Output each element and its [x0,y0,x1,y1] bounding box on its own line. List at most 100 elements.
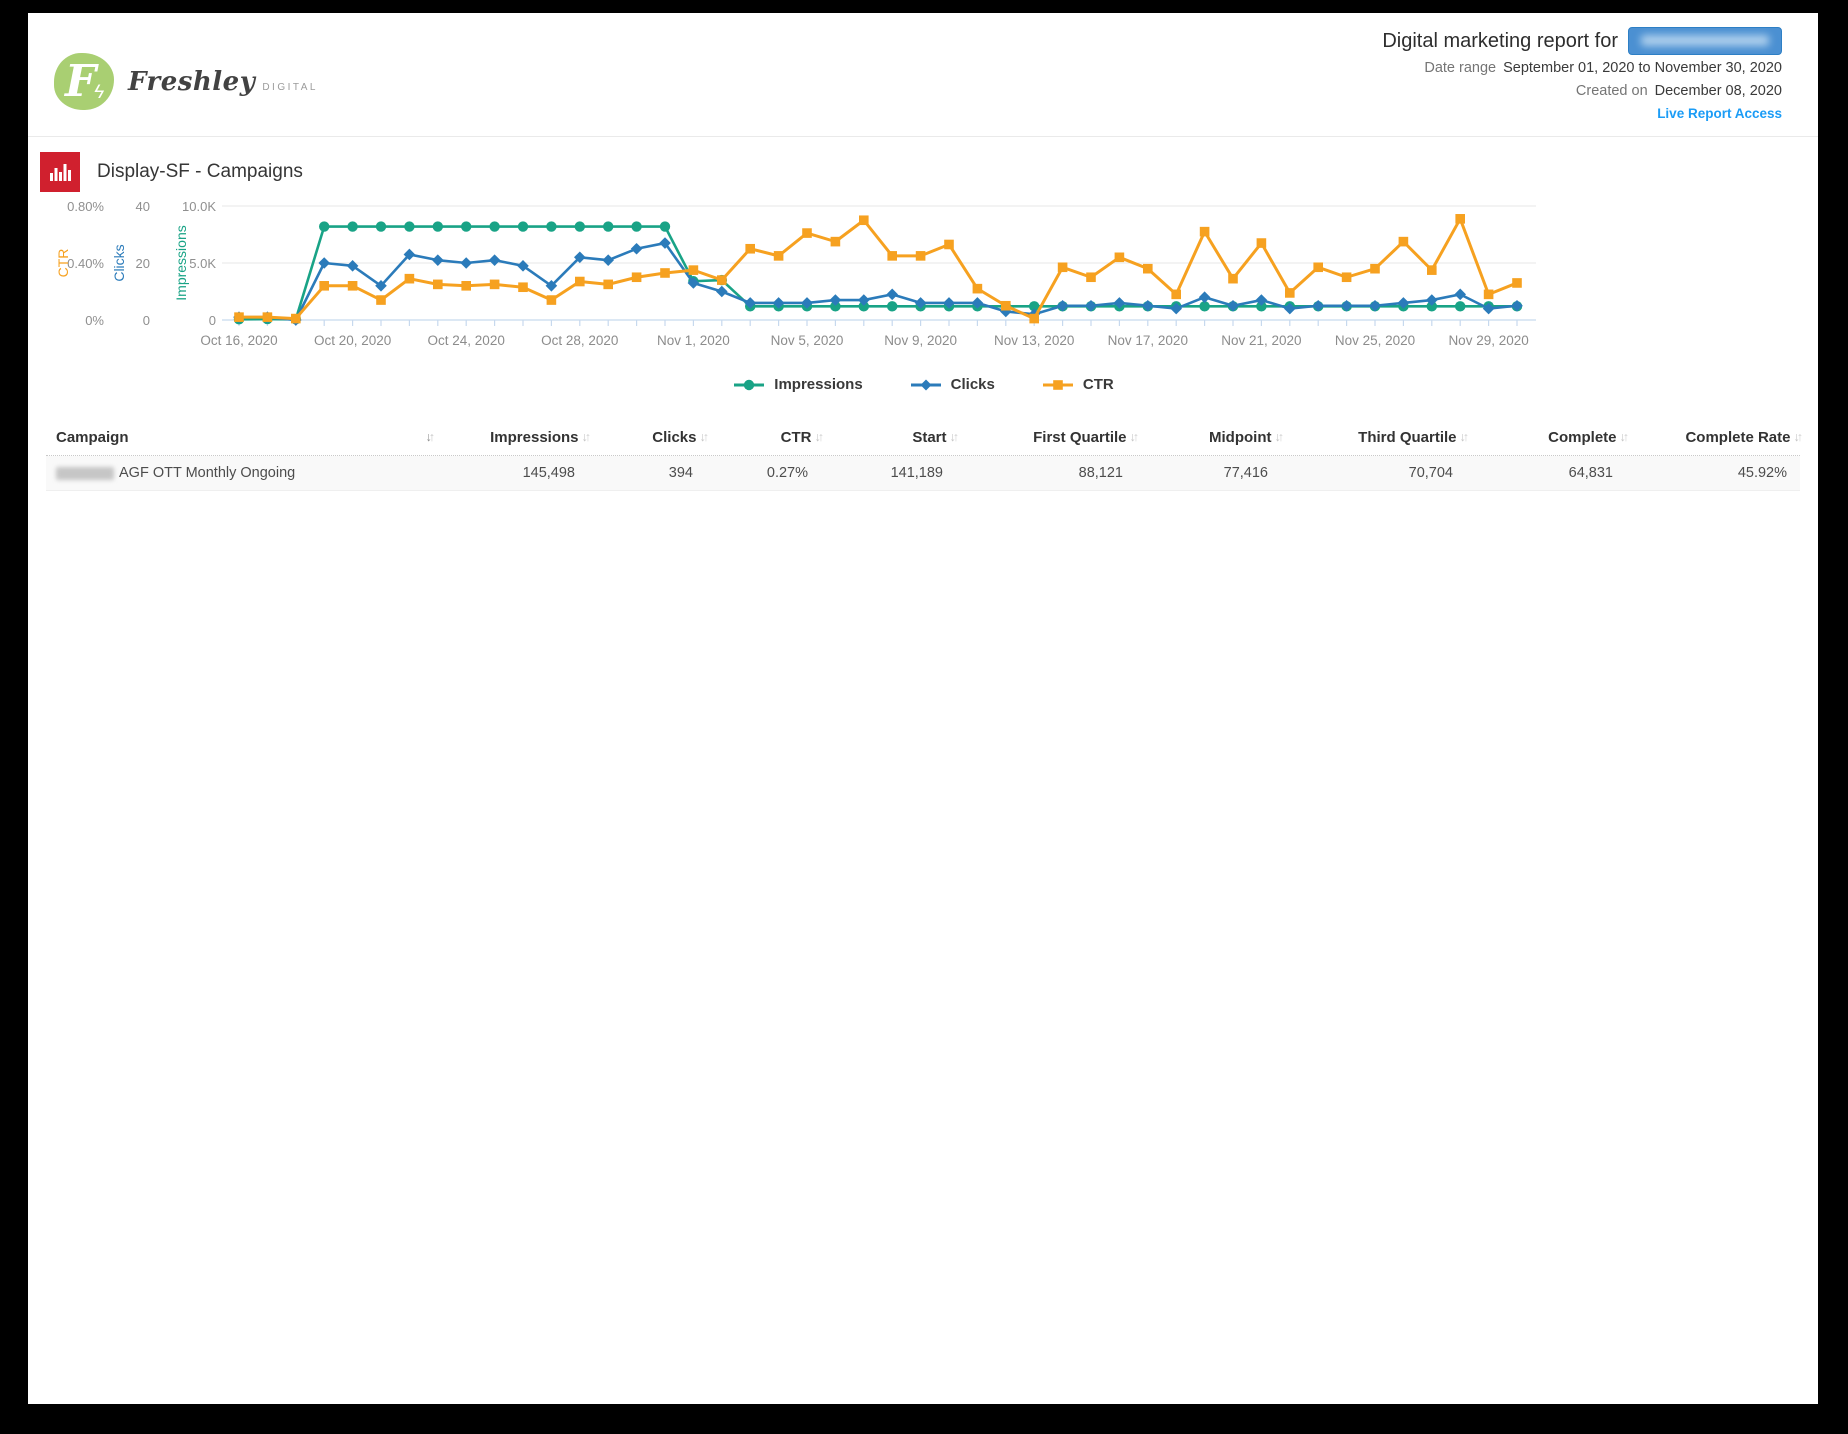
data-point-impressions [404,221,415,232]
legend-item-impressions[interactable]: Impressions [732,376,863,393]
data-point-ctr [1199,226,1210,237]
data-point-ctr [489,279,500,290]
data-point-ctr [404,273,415,284]
data-point-ctr [1143,263,1153,274]
data-point-ctr [773,251,784,261]
data-point-clicks [1085,299,1097,312]
sort-arrows-icon[interactable]: ↓ ↑ [1793,430,1804,445]
data-point-impressions [375,221,387,232]
data-point-clicks [1511,299,1523,312]
data-point-clicks [1369,299,1381,312]
data-point-clicks [716,285,728,298]
page-title: Digital marketing report for [1382,29,1618,52]
chart-container: Oct 16, 2020 Oct 20, 2020 Oct 24, 2020 Oct … [28,194,1818,356]
column-header-campaign[interactable]: Campaign ↓ ↑ [46,429,438,446]
data-point-clicks [318,257,330,269]
data-point-ctr [347,281,358,291]
legend-label: Impressions [774,376,863,393]
data-point-ctr [830,236,841,247]
y-axis-tick-ctr: 0% [85,313,104,328]
data-point-clicks [1397,297,1410,309]
column-header-clicks[interactable]: Clicks ↓ ↑ [588,429,709,446]
legend-label: Clicks [950,376,995,393]
column-header-first-quartile[interactable]: First Quartile ↓ ↑ [956,429,1139,446]
data-point-ctr [546,295,557,305]
cell-third-quartile: 70,704 [1408,465,1453,481]
column-header-start[interactable]: Start ↓ ↑ [821,429,959,446]
column-header-impressions[interactable]: Impressions ↓ ↑ [438,429,591,446]
y-axis-tick-clicks: 20 [136,256,150,271]
redacted-client-name-box [1628,27,1782,55]
data-point-ctr [319,281,329,291]
data-point-impressions [603,221,614,232]
data-point-clicks [488,254,501,266]
column-label: Campaign [56,429,129,446]
column-label: Clicks [652,429,697,446]
freshley-logo-icon: F ϟ [54,53,114,110]
brand-suffix: DIGITAL [262,81,318,93]
x-axis-label: Nov 1, 2020 [657,333,730,348]
column-header-complete-rate[interactable]: Complete Rate ↓ ↑ [1626,429,1804,446]
data-point-ctr [1512,278,1522,288]
data-point-impressions [858,301,869,312]
data-point-impressions [574,221,585,232]
data-point-ctr [433,279,443,290]
legend-item-clicks[interactable]: Clicks [909,376,995,393]
column-header-ctr[interactable]: CTR ↓ ↑ [706,429,825,446]
sort-arrows-icon[interactable]: ↓ ↑ [425,430,436,445]
data-point-ctr [745,243,755,254]
data-point-clicks [943,297,955,309]
data-point-impressions [517,221,529,232]
column-label: Complete [1548,429,1617,446]
column-label: Complete Rate [1685,429,1791,446]
data-point-ctr [518,282,528,293]
data-point-ctr [887,251,897,261]
created-on-value: December 08, 2020 [1654,83,1782,99]
column-header-complete[interactable]: Complete ↓ ↑ [1466,429,1629,446]
cell-clicks: 394 [668,465,693,481]
data-point-clicks [744,297,756,309]
data-point-ctr [1114,252,1125,263]
created-on-label: Created on [1575,83,1648,99]
trend-chart-svg: Oct 16, 2020 Oct 20, 2020 Oct 24, 2020 Oct … [55,199,1536,348]
data-point-clicks [432,254,444,266]
column-label: Midpoint [1209,429,1272,446]
section-title: Display-SF - Campaigns [97,161,303,182]
legend-item-ctr[interactable]: CTR [1041,376,1114,393]
data-point-clicks [460,257,472,269]
data-point-clicks [1227,299,1239,312]
data-point-clicks [801,297,813,309]
column-label: First Quartile [1033,429,1127,446]
column-label: Impressions [490,429,579,446]
data-point-impressions [830,301,841,312]
data-point-clicks [1284,302,1296,315]
x-axis-label: Nov 21, 2020 [1221,333,1301,348]
brand-wordmark: Freshley DIGITAL [128,67,318,97]
x-axis-label: Nov 25, 2020 [1335,333,1415,348]
data-point-impressions [1199,301,1210,312]
report-page: F ϟ Freshley DIGITAL Digital marketing r… [28,13,1818,1404]
cell-complete: 64,831 [1568,465,1613,481]
data-point-ctr [1370,263,1380,274]
live-report-access-link[interactable]: Live Report Access [1657,106,1782,121]
data-point-ctr [1455,214,1465,224]
column-label: CTR [780,429,812,446]
campaign-cell: AGF OTT Monthly Ongoing [46,456,438,490]
series-line-ctr [237,217,1519,321]
data-point-ctr [660,268,670,278]
data-point-clicks [1312,299,1324,312]
section-icon-tile [40,152,80,192]
x-axis-label: Nov 9, 2020 [884,333,957,348]
created-on: Created on December 08, 2020 [1576,82,1782,101]
data-point-clicks [1454,288,1466,301]
column-header-midpoint[interactable]: Midpoint ↓ ↑ [1136,429,1284,446]
data-point-impressions [1029,301,1040,312]
data-point-clicks [1056,299,1069,312]
data-point-ctr [1483,289,1494,300]
column-header-third-quartile[interactable]: Third Quartile ↓ ↑ [1281,429,1469,446]
logo-monogram: F [65,56,97,107]
section-header: Display-SF - Campaigns [28,137,1818,192]
data-point-impressions [887,301,898,312]
date-range: Date range September 01, 2020 to November… [1424,59,1782,78]
cell-midpoint: 77,416 [1223,465,1268,481]
